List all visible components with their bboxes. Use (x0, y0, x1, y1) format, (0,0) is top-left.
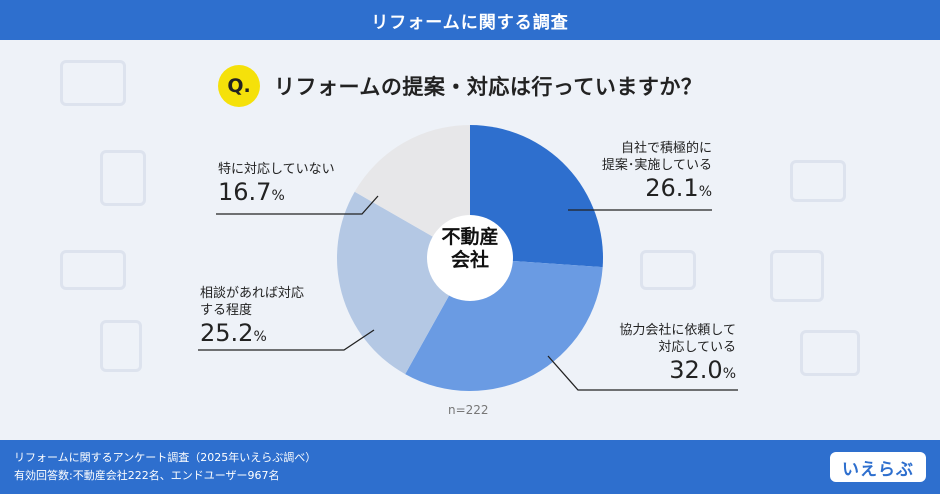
leader-partner (547, 355, 738, 391)
background-card-icon (640, 250, 696, 290)
label-on-request-line-2: する程度 (200, 303, 253, 318)
center-label-line-2: 会社 (450, 249, 489, 271)
slice-not-handled (354, 125, 470, 258)
label-proactive-line-2: 提案･実施している (601, 158, 712, 173)
label-not-handled: 特に対応していない 16.7% (218, 161, 335, 210)
background-money-icon (60, 250, 126, 290)
label-proactive-line-1: 自社で積極的に (620, 141, 712, 156)
question: Q. リフォームの提案・対応は行っていますか？ (218, 64, 702, 108)
background-document-icon (100, 320, 142, 372)
value-partner-number: 32.0 (669, 356, 723, 384)
page-header: リフォームに関する調査 (0, 0, 940, 40)
leader-not-handled (216, 195, 379, 215)
label-proactive: 自社で積極的に 提案･実施している 26.1% (602, 140, 712, 206)
pie-center-hole (427, 215, 513, 301)
label-on-request: 相談があれば対応 する程度 25.2% (200, 285, 304, 351)
slice-on-request (337, 191, 470, 375)
footer-source: リフォームに関するアンケート調査（2025年いえらぶ調べ） (14, 451, 317, 464)
label-partner-line-1: 協力会社に依頼して (619, 323, 736, 338)
question-text: リフォームの提案・対応は行っていますか？ (274, 75, 703, 99)
value-proactive-unit: % (698, 184, 712, 200)
background-laptop-icon (60, 60, 126, 106)
value-proactive-number: 26.1 (645, 174, 699, 202)
header-title: リフォームに関する調査 (371, 12, 569, 33)
footer-respondents: 有効回答数:不動産会社222名、エンドユーザー967名 (14, 469, 280, 482)
background-envelope-icon (790, 160, 846, 202)
value-partner-unit: % (722, 366, 736, 382)
value-not-handled-number: 16.7 (218, 178, 272, 206)
background-calendar-icon (770, 250, 824, 302)
label-not-handled-line-1: 特に対応していない (218, 162, 335, 177)
question-badge: Q. (218, 65, 260, 107)
sample-size-label: n=222 (448, 403, 489, 417)
leader-on-request (198, 329, 375, 351)
value-proactive: 26.1% (602, 174, 712, 206)
value-not-handled: 16.7% (218, 178, 335, 210)
value-on-request-number: 25.2 (200, 319, 254, 347)
page-footer: リフォームに関するアンケート調査（2025年いえらぶ調べ） 有効回答数:不動産会… (0, 440, 940, 494)
background-building-icon (100, 150, 146, 206)
value-not-handled-unit: % (271, 188, 285, 204)
label-partner-line-2: 対応している (658, 340, 736, 355)
pie-center-label: 不動産 会社 (428, 226, 512, 272)
background-video-icon (800, 330, 860, 376)
value-partner: 32.0% (619, 356, 736, 388)
label-partner: 協力会社に依頼して 対応している 32.0% (619, 322, 736, 388)
value-on-request: 25.2% (200, 319, 304, 351)
value-on-request-unit: % (253, 329, 267, 345)
center-label-line-1: 不動産 (441, 226, 499, 248)
label-on-request-line-1: 相談があれば対応 (200, 286, 305, 301)
ierabu-logo: いえらぶ (830, 452, 926, 482)
